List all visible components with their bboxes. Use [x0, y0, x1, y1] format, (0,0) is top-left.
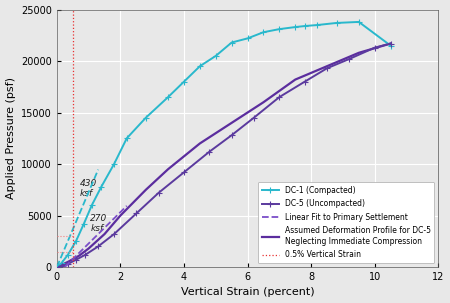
- Legend: DC-1 (Compacted), DC-5 (Uncompacted), Linear Fit to Primary Settlement, Assumed : DC-1 (Compacted), DC-5 (Uncompacted), Li…: [258, 182, 434, 263]
- DC-1 (Compacted): [56, 264, 61, 268]
- Assumed Deformation Profile for DC-5
Neglecting Immediate Compression: [261, 100, 266, 104]
- DC-5 (Uncompacted): [111, 232, 117, 236]
- DC-5 (Uncompacted): [324, 66, 330, 70]
- DC-5 (Uncompacted): [302, 80, 307, 83]
- DC-1 (Compacted): [143, 116, 148, 119]
- DC-1 (Compacted): [213, 54, 218, 58]
- Linear Fit to Primary Settlement: [124, 204, 130, 208]
- DC-1 (Compacted): [292, 25, 298, 29]
- DC-1 (Compacted): [356, 20, 361, 24]
- DC-5 (Uncompacted): [83, 253, 88, 256]
- Line: Assumed Deformation Profile for DC-5
Neglecting Immediate Compression: Assumed Deformation Profile for DC-5 Neg…: [57, 44, 391, 267]
- DC-5 (Uncompacted): [156, 191, 161, 195]
- DC-1 (Compacted): [81, 222, 86, 226]
- DC-1 (Compacted): [197, 64, 202, 68]
- DC-1 (Compacted): [277, 27, 282, 31]
- DC-1 (Compacted): [99, 185, 104, 188]
- DC-5 (Uncompacted): [59, 264, 64, 268]
- Assumed Deformation Profile for DC-5
Neglecting Immediate Compression: [292, 78, 298, 82]
- DC-5 (Uncompacted): [54, 265, 59, 269]
- Assumed Deformation Profile for DC-5
Neglecting Immediate Compression: [86, 247, 91, 250]
- X-axis label: Vertical Strain (percent): Vertical Strain (percent): [181, 288, 315, 298]
- DC-5 (Uncompacted): [388, 42, 393, 45]
- 0.5% Vertical Strain: [70, 265, 76, 269]
- Assumed Deformation Profile for DC-5
Neglecting Immediate Compression: [102, 232, 107, 236]
- DC-5 (Uncompacted): [65, 262, 71, 266]
- DC-1 (Compacted): [73, 239, 79, 243]
- DC-5 (Uncompacted): [346, 57, 352, 61]
- DC-1 (Compacted): [388, 44, 393, 48]
- Assumed Deformation Profile for DC-5
Neglecting Immediate Compression: [388, 42, 393, 45]
- DC-5 (Uncompacted): [229, 133, 234, 137]
- DC-1 (Compacted): [181, 80, 187, 83]
- Line: DC-1 (Compacted): DC-1 (Compacted): [54, 19, 393, 270]
- DC-1 (Compacted): [334, 21, 339, 25]
- Assumed Deformation Profile for DC-5
Neglecting Immediate Compression: [118, 214, 123, 217]
- 0.5% Vertical Strain: [70, 265, 76, 269]
- Text: 270
ksf: 270 ksf: [90, 214, 108, 234]
- Assumed Deformation Profile for DC-5
Neglecting Immediate Compression: [65, 260, 71, 264]
- DC-1 (Compacted): [245, 37, 250, 40]
- Assumed Deformation Profile for DC-5
Neglecting Immediate Compression: [76, 254, 82, 258]
- DC-1 (Compacted): [229, 41, 234, 44]
- Assumed Deformation Profile for DC-5
Neglecting Immediate Compression: [54, 265, 59, 269]
- Assumed Deformation Profile for DC-5
Neglecting Immediate Compression: [356, 51, 361, 55]
- DC-1 (Compacted): [111, 162, 117, 166]
- Text: 430
ksf: 430 ksf: [80, 179, 97, 198]
- Line: Linear Fit to Primary Settlement: Linear Fit to Primary Settlement: [65, 206, 127, 267]
- Line: DC-5 (Uncompacted): DC-5 (Uncompacted): [54, 41, 393, 270]
- DC-5 (Uncompacted): [134, 212, 139, 215]
- DC-1 (Compacted): [166, 95, 171, 99]
- Assumed Deformation Profile for DC-5
Neglecting Immediate Compression: [197, 142, 202, 145]
- DC-1 (Compacted): [89, 203, 94, 207]
- DC-1 (Compacted): [59, 261, 64, 265]
- DC-1 (Compacted): [261, 30, 266, 34]
- Linear Fit to Primary Settlement: [62, 265, 68, 269]
- DC-5 (Uncompacted): [277, 95, 282, 99]
- DC-1 (Compacted): [65, 253, 71, 256]
- DC-5 (Uncompacted): [181, 171, 187, 174]
- DC-5 (Uncompacted): [207, 150, 212, 154]
- DC-5 (Uncompacted): [73, 258, 79, 261]
- Y-axis label: Applied Pressure (psf): Applied Pressure (psf): [5, 77, 16, 199]
- Assumed Deformation Profile for DC-5
Neglecting Immediate Compression: [229, 121, 234, 125]
- DC-5 (Uncompacted): [95, 245, 101, 248]
- DC-5 (Uncompacted): [372, 46, 378, 49]
- DC-1 (Compacted): [124, 136, 130, 140]
- Assumed Deformation Profile for DC-5
Neglecting Immediate Compression: [166, 167, 171, 171]
- Assumed Deformation Profile for DC-5
Neglecting Immediate Compression: [143, 188, 148, 191]
- DC-1 (Compacted): [315, 23, 320, 27]
- DC-1 (Compacted): [54, 265, 59, 269]
- Assumed Deformation Profile for DC-5
Neglecting Immediate Compression: [324, 64, 330, 68]
- DC-5 (Uncompacted): [251, 116, 256, 119]
- DC-1 (Compacted): [302, 24, 307, 28]
